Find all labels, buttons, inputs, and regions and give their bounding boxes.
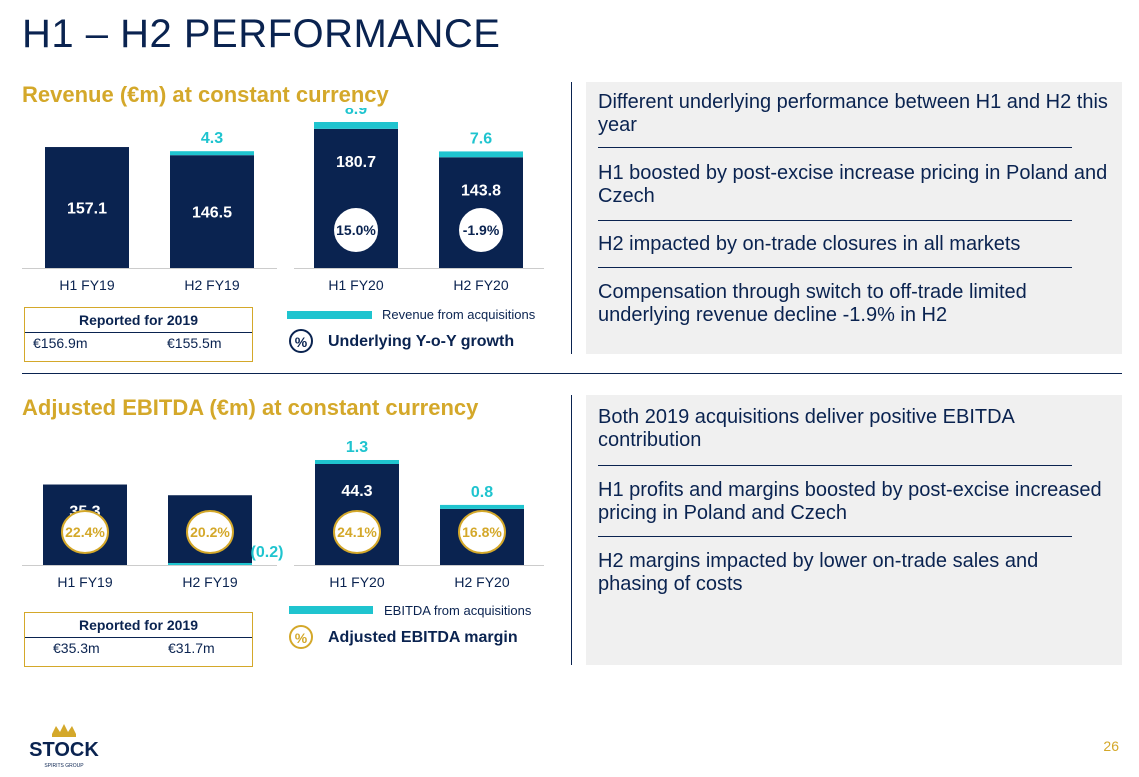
revenue-bullet-4: Compensation through switch to off-trade… [598,281,1027,326]
revenue-commentary-panel: Different underlying performance between… [586,82,1122,354]
logo-subtext: SPIRITS GROUP [44,763,84,769]
revenue-reported-h2: €155.5m [167,335,222,351]
annotation-circle [457,206,505,254]
revenue-bullet-divider [598,147,1072,148]
category-label: H2 FY20 [453,277,508,293]
ebitda-reported-label: Reported for 2019 [25,613,252,638]
ebitda-reported-box: Reported for 2019 €35.3m €31.7m [24,612,253,667]
revenue-bullet-2: H1 boosted by post-excise increase prici… [598,162,1108,207]
acquisition-value-label: 1.3 [346,439,368,456]
revenue-bullet-divider [598,220,1072,221]
annotation-circle [61,510,109,554]
ebitda-bullet-divider [598,536,1072,537]
revenue-acq-legend-swatch [287,311,372,319]
bar-acquisitions [168,563,252,565]
revenue-growth-legend-label: Underlying Y-o-Y growth [328,333,515,350]
bar-acquisitions [439,151,523,158]
ebitda-acq-legend-label: EBITDA from acquisitions [384,603,532,618]
revenue-bullet-divider [598,267,1072,268]
annotation-circle [332,206,380,254]
acquisition-value-label: 0.8 [471,484,493,501]
revenue-divider [571,82,572,354]
acquisition-value-label: 8.9 [345,108,367,118]
category-label: H2 FY20 [454,574,509,590]
bar-acquisitions [170,151,254,156]
category-label: H2 FY19 [182,574,237,590]
bar-acquisitions [314,122,398,129]
bar-value-label: 143.8 [461,182,501,199]
ebitda-bullet-2: H1 profits and margins boosted by post-e… [598,479,1102,524]
annotation-circle [333,510,381,554]
revenue-bullet-3: H2 impacted by on-trade closures in all … [598,233,1021,255]
annotation-label: 24.1% [337,524,377,540]
annotation-circle [186,510,234,554]
revenue-growth-legend-icon: % [289,329,313,353]
annotation-label: 20.2% [190,524,230,540]
revenue-section-title: Revenue (€m) at constant currency [22,82,389,107]
bar-underlying [170,155,254,268]
ebitda-section-title: Adjusted EBITDA (€m) at constant currenc… [22,395,479,420]
annotation-circle [458,510,506,554]
bar-acquisitions [440,504,524,509]
ebitda-reported-h2: €31.7m [168,640,215,656]
ebitda-divider [571,395,572,665]
category-label: H1 FY19 [59,277,114,293]
page-title: H1 – H2 PERFORMANCE [22,12,501,56]
ebitda-bullet-divider [598,465,1072,466]
ebitda-bullet-1: Both 2019 acquisitions deliver positive … [598,406,1014,451]
revenue-bullet-1: Different underlying performance between… [598,91,1108,136]
revenue-reported-label: Reported for 2019 [25,308,252,333]
bar-value-label: 180.7 [336,154,376,171]
ebitda-reported-h1: €35.3m [53,640,100,656]
revenue-chart: 157.1 H1 FY19 146.5 4.3 H2 FY19 180.7 8.9 H1 FY… [22,108,544,293]
ebitda-margin-legend-icon: % [289,625,313,649]
revenue-reported-box: Reported for 2019 €156.9m €155.5m [24,307,253,362]
ebitda-acq-legend-swatch [289,606,373,614]
ebitda-commentary-panel: Both 2019 acquisitions deliver positive … [586,395,1122,665]
ebitda-margin-legend-label: Adjusted EBITDA margin [328,629,518,646]
crown-icon [52,724,76,737]
annotation-label: -1.9% [463,222,500,238]
category-label: H2 FY19 [184,277,239,293]
acquisition-value-label: 7.6 [470,130,492,147]
annotation-label: 22.4% [65,524,105,540]
bar-underlying [45,147,129,268]
category-label: H1 FY20 [329,574,384,590]
annotation-label: 16.8% [462,524,502,540]
category-label: H1 FY20 [328,277,383,293]
acquisition-value-label: 4.3 [201,130,223,147]
stock-logo: STOCK SPIRITS GROUP [29,724,99,769]
bar-acquisitions [315,459,399,464]
logo-text: STOCK [29,739,99,761]
annotation-label: 15.0% [336,222,376,238]
bar-value-label: 44.3 [341,483,372,500]
page-number: 26 [1103,738,1119,754]
revenue-acq-legend-label: Revenue from acquisitions [382,307,536,322]
revenue-reported-h1: €156.9m [33,335,88,351]
section-divider [22,373,1122,374]
ebitda-bullet-3: H2 margins impacted by lower on-trade sa… [598,550,1039,595]
bar-value-label: 146.5 [192,205,232,222]
bar-value-label: 157.1 [67,201,107,218]
acquisition-value-label: (0.2) [251,544,284,561]
category-label: H1 FY19 [57,574,112,590]
